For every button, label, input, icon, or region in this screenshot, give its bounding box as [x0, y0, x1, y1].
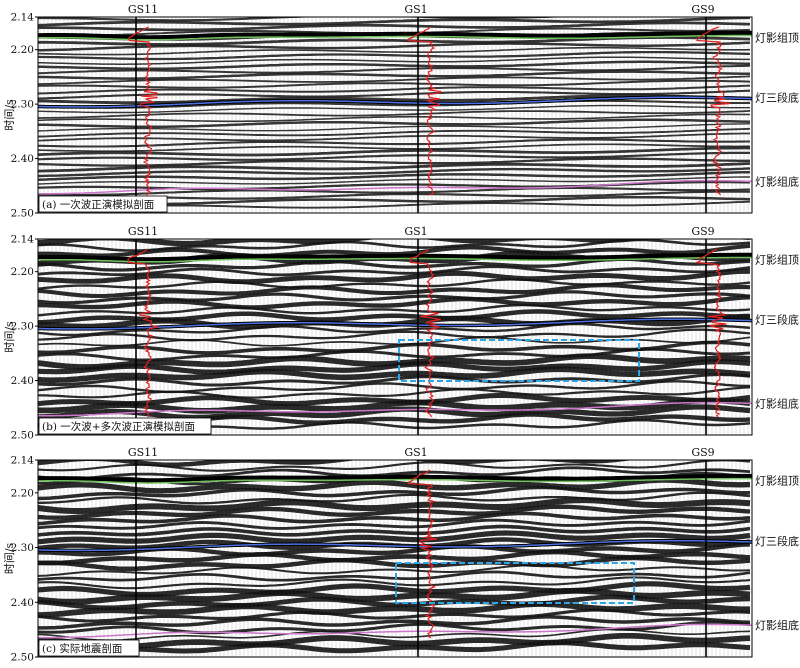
well-label-gs11: GS11 [128, 446, 158, 459]
y-tick-label: 2.50 [11, 652, 34, 664]
y-tick-label: 2.40 [11, 153, 34, 165]
well-label-gs9: GS9 [691, 446, 714, 459]
y-tick-label: 2.20 [11, 44, 34, 56]
y-axis-label: 时间/s [3, 99, 16, 131]
well-log-curve [407, 469, 438, 639]
horizon-line-2 [38, 539, 752, 552]
well-label-gs11: GS11 [128, 225, 158, 238]
seismic-traces [38, 460, 752, 657]
y-tick-label: 2.50 [11, 208, 34, 220]
highlight-box [395, 562, 635, 604]
well-log-curve [409, 248, 442, 418]
horizon-line-1 [38, 477, 752, 484]
horizon-line-3 [38, 179, 752, 195]
horizon-line-3 [38, 401, 752, 417]
svg-text:(a) 一次波正演模拟剖面: (a) 一次波正演模拟剖面 [42, 198, 154, 211]
y-tick-label: 2.30 [11, 542, 34, 554]
seismic-panel-a: 2.14 2.20 2.30 2.40 2.50 时间/s GS11 GS1 GS9 灯影组顶灯三… [3, 3, 799, 220]
y-tick-label: 2.50 [11, 430, 34, 442]
y-tick-label: 2.20 [11, 266, 34, 278]
y-tick-label: 2.40 [11, 375, 34, 387]
horizon-label-1: 灯影组顶 [755, 31, 799, 45]
horizon-line-1 [38, 256, 752, 263]
seismic-panel-b: 2.14 2.20 2.30 2.40 2.50 时间/s GS11 GS1 GS9 灯影组顶灯三… [3, 225, 799, 442]
y-tick-label: 2.40 [11, 597, 34, 609]
well-log-curve [696, 26, 731, 196]
horizon-line-3 [38, 623, 752, 639]
y-tick-label: 2.14 [11, 234, 35, 246]
well-label-gs1: GS1 [404, 3, 427, 16]
panel-caption: (b) 一次波+多次波正演模拟剖面 [38, 417, 212, 435]
well-log-curve [127, 26, 158, 196]
well-label-gs9: GS9 [691, 225, 714, 238]
well-label-gs1: GS1 [404, 225, 427, 238]
horizon-label-3: 灯影组底 [755, 396, 799, 410]
panel-caption: (a) 一次波正演模拟剖面 [38, 195, 168, 213]
y-tick-label: 2.30 [11, 99, 34, 111]
y-tick-label: 2.20 [11, 487, 34, 499]
well-label-gs1: GS1 [404, 446, 427, 459]
panel-caption: (c) 实际地震剖面 [38, 639, 140, 657]
horizon-label-2: 灯三段底 [755, 313, 799, 327]
well-log-curve [407, 26, 442, 196]
horizon-line-2 [38, 96, 752, 108]
y-axis-label: 时间/s [3, 321, 16, 353]
horizon-line-1 [38, 34, 752, 41]
well-label-gs11: GS11 [128, 3, 158, 16]
y-axis-label: 时间/s [3, 542, 16, 574]
svg-text:(b) 一次波+多次波正演模拟剖面: (b) 一次波+多次波正演模拟剖面 [42, 420, 195, 433]
horizon-label-3: 灯影组底 [755, 618, 799, 632]
well-label-gs9: GS9 [691, 3, 714, 16]
highlight-box [398, 339, 640, 382]
horizon-label-1: 灯影组顶 [755, 474, 799, 488]
horizon-label-2: 灯三段底 [755, 534, 799, 548]
y-tick-label: 2.30 [11, 321, 34, 333]
well-log-curve [696, 248, 728, 418]
horizon-label-3: 灯影组底 [755, 174, 799, 188]
seismic-panel-c: 2.14 2.20 2.30 2.40 2.50 时间/s GS11 GS1 GS9 灯影组顶灯三… [3, 446, 799, 664]
well-log-curve [127, 248, 159, 418]
y-tick-label: 2.14 [11, 12, 35, 24]
horizon-label-2: 灯三段底 [755, 91, 799, 105]
horizon-label-1: 灯影组顶 [755, 253, 799, 267]
seismic-traces [38, 17, 752, 213]
svg-text:(c) 实际地震剖面: (c) 实际地震剖面 [42, 642, 122, 655]
y-tick-label: 2.14 [11, 455, 35, 467]
